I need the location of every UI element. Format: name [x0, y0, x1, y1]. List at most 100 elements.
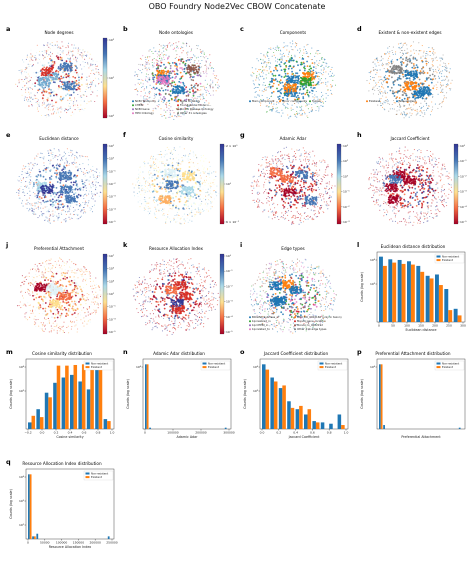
scatter-point [62, 45, 64, 47]
scatter-point [377, 81, 379, 83]
scatter-point [192, 100, 194, 102]
scatter-point [84, 175, 86, 177]
scatter-point [204, 57, 206, 59]
scatter-point [30, 49, 32, 51]
scatter-point [28, 105, 30, 107]
scatter-point [202, 155, 204, 157]
scatter-point [81, 73, 83, 75]
scatter-point [143, 101, 145, 103]
scatter-point [61, 98, 64, 100]
scatter-point [153, 95, 155, 97]
scatter-point [59, 117, 62, 119]
scatter-point [294, 115, 296, 117]
scatter-point [267, 55, 269, 58]
scatter-point [209, 85, 211, 87]
scatter-point [425, 77, 428, 79]
scatter-point [53, 94, 55, 97]
scatter-point [411, 81, 413, 84]
scatter-point [70, 195, 73, 197]
scatter-point [295, 90, 297, 93]
scatter-point [58, 150, 60, 152]
scatter-point [172, 152, 174, 155]
scatter-point [210, 94, 212, 96]
scatter-point [31, 203, 33, 205]
scatter-point [90, 88, 92, 90]
scatter-point [42, 54, 44, 56]
scatter-point [57, 88, 60, 90]
scatter-point [387, 86, 389, 88]
scatter-point [45, 67, 48, 70]
scatter-point [196, 74, 199, 77]
scatter-point [401, 60, 403, 63]
scatter-point [187, 56, 189, 59]
scatter-point [416, 108, 418, 110]
scatter-point [285, 45, 287, 47]
scatter-point [47, 49, 49, 51]
scatter-point [203, 106, 205, 108]
scatter-point [423, 98, 425, 100]
scatter-point [144, 92, 146, 94]
scatter-point [76, 57, 78, 59]
scatter-point [26, 82, 28, 84]
scatter-point [414, 92, 417, 95]
scatter-point [412, 86, 415, 88]
scatter-point [271, 92, 273, 94]
scatter-point [49, 177, 51, 179]
scatter-point [49, 222, 51, 224]
scatter-point [42, 102, 44, 104]
scatter-point [330, 85, 332, 87]
scatter-point [45, 50, 47, 52]
scatter-point [71, 188, 74, 191]
scatter-point [250, 74, 252, 76]
scatter-point [377, 60, 379, 62]
scatter-point [143, 98, 145, 100]
scatter-point [61, 158, 63, 160]
scatter-point [176, 45, 178, 47]
scatter-point [86, 95, 88, 97]
scatter-point [74, 76, 77, 79]
scatter-point [374, 89, 376, 91]
scatter-point [387, 69, 390, 72]
scatter-point [308, 111, 310, 113]
scatter-point [196, 48, 198, 50]
scatter-point [166, 106, 168, 108]
scatter-point [199, 183, 201, 185]
scatter-point [25, 203, 27, 205]
scatter-point [91, 211, 94, 213]
scatter-point [187, 105, 189, 108]
scatter-point [147, 81, 149, 83]
scatter-point [434, 103, 436, 105]
scatter-point [86, 195, 88, 197]
scatter-point [91, 82, 93, 84]
scatter-point [50, 62, 53, 65]
scatter-point [43, 156, 45, 158]
scatter-point [147, 181, 149, 183]
scatter-point [82, 49, 84, 51]
scatter-point [30, 87, 32, 90]
scatter-point [168, 99, 171, 102]
scatter-point [64, 192, 67, 195]
scatter-point [169, 114, 171, 116]
scatter-point [207, 199, 210, 201]
scatter-point [82, 189, 84, 191]
scatter-point [451, 79, 453, 81]
scatter-point [309, 53, 312, 55]
scatter-point [162, 89, 165, 92]
scatter-point [176, 178, 179, 181]
scatter-point [411, 88, 414, 91]
scatter-point [392, 83, 395, 86]
scatter-point [38, 58, 41, 61]
scatter-point [446, 67, 448, 69]
scatter-point [410, 106, 412, 109]
scatter-point [71, 155, 73, 157]
scatter-point [60, 86, 63, 88]
scatter-point [93, 92, 95, 94]
scatter-point [30, 162, 32, 164]
scatter-point [432, 106, 434, 108]
scatter-point [316, 50, 318, 52]
scatter-point [201, 165, 203, 167]
scatter-point [36, 44, 38, 46]
panel-c: c Components Main component Minor component… [238, 22, 353, 122]
scatter-point [175, 56, 177, 58]
scatter-point [171, 115, 173, 118]
